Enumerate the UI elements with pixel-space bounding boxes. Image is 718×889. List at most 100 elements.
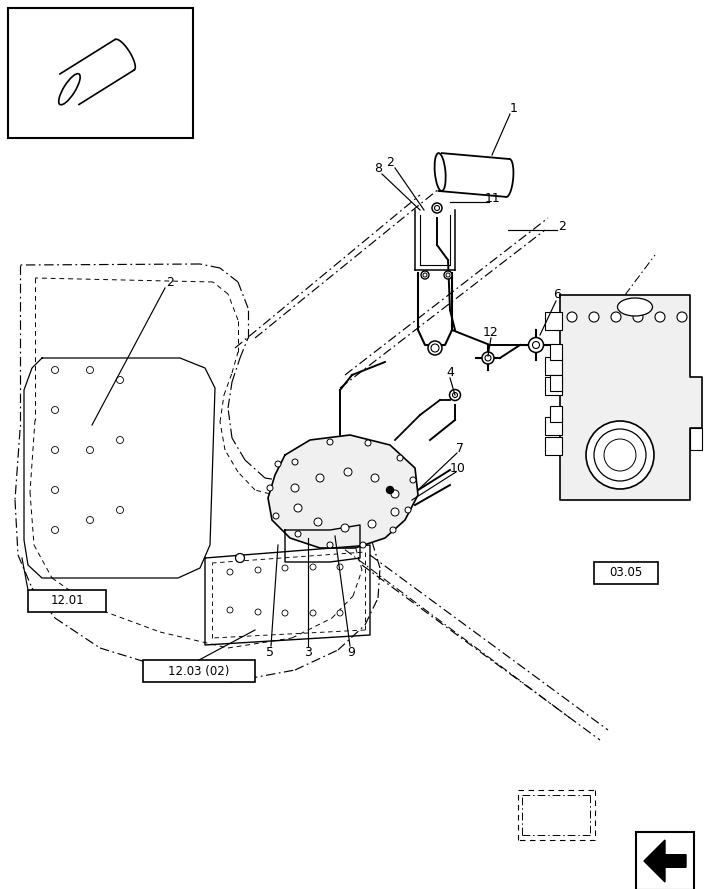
Bar: [550, 406, 562, 422]
Ellipse shape: [533, 341, 539, 348]
Ellipse shape: [360, 542, 366, 548]
Ellipse shape: [341, 524, 349, 532]
Ellipse shape: [267, 485, 273, 491]
Ellipse shape: [439, 167, 442, 177]
Text: 6: 6: [553, 289, 561, 301]
Ellipse shape: [391, 490, 399, 498]
Bar: [545, 357, 562, 375]
Bar: [594, 562, 658, 584]
Ellipse shape: [236, 554, 245, 563]
Bar: [28, 590, 106, 612]
Ellipse shape: [431, 344, 439, 352]
Text: 7: 7: [456, 442, 464, 454]
Ellipse shape: [421, 271, 429, 279]
Polygon shape: [268, 435, 418, 548]
Ellipse shape: [391, 508, 399, 516]
Ellipse shape: [327, 439, 333, 445]
Bar: [8, 8, 193, 138]
Ellipse shape: [528, 338, 544, 353]
Text: 12.01: 12.01: [50, 595, 84, 607]
Ellipse shape: [52, 366, 58, 373]
Text: 3: 3: [304, 645, 312, 659]
Bar: [545, 437, 562, 455]
Ellipse shape: [337, 564, 343, 570]
Ellipse shape: [282, 565, 288, 571]
Ellipse shape: [371, 474, 379, 482]
Ellipse shape: [485, 355, 491, 361]
Text: 1: 1: [510, 102, 518, 116]
Ellipse shape: [52, 526, 58, 533]
Ellipse shape: [52, 486, 58, 493]
Text: 11: 11: [485, 191, 501, 204]
Ellipse shape: [444, 271, 452, 279]
Bar: [545, 417, 562, 435]
Bar: [143, 660, 255, 682]
Ellipse shape: [432, 203, 442, 213]
Text: 8: 8: [374, 163, 382, 175]
Ellipse shape: [116, 377, 123, 383]
Ellipse shape: [449, 389, 460, 401]
Bar: [636, 832, 694, 889]
Ellipse shape: [677, 312, 687, 322]
Ellipse shape: [116, 507, 123, 514]
Ellipse shape: [434, 205, 439, 211]
Ellipse shape: [310, 610, 316, 616]
Bar: [690, 428, 702, 450]
Ellipse shape: [116, 436, 123, 444]
Ellipse shape: [368, 520, 376, 528]
Ellipse shape: [255, 567, 261, 573]
Text: 12.03 (02): 12.03 (02): [168, 664, 230, 677]
Ellipse shape: [655, 312, 665, 322]
Ellipse shape: [86, 366, 93, 373]
Text: 12: 12: [483, 325, 499, 339]
Polygon shape: [644, 840, 686, 882]
Ellipse shape: [282, 610, 288, 616]
Text: 10: 10: [450, 461, 466, 475]
Text: 9: 9: [347, 645, 355, 659]
Ellipse shape: [52, 406, 58, 413]
Ellipse shape: [255, 609, 261, 615]
Ellipse shape: [327, 542, 333, 548]
Ellipse shape: [314, 518, 322, 526]
Ellipse shape: [589, 312, 599, 322]
Ellipse shape: [227, 607, 233, 613]
Ellipse shape: [316, 474, 324, 482]
Ellipse shape: [273, 513, 279, 519]
Ellipse shape: [63, 80, 75, 99]
Ellipse shape: [275, 461, 281, 467]
Bar: [545, 312, 562, 330]
Ellipse shape: [410, 477, 416, 483]
Ellipse shape: [390, 527, 396, 533]
Ellipse shape: [365, 440, 371, 446]
Text: 5: 5: [266, 645, 274, 659]
Ellipse shape: [86, 517, 93, 524]
Text: 4: 4: [446, 365, 454, 379]
Ellipse shape: [423, 273, 427, 277]
Ellipse shape: [59, 74, 80, 105]
Ellipse shape: [437, 161, 443, 183]
Ellipse shape: [434, 153, 446, 191]
Ellipse shape: [291, 484, 299, 492]
Ellipse shape: [604, 439, 636, 471]
Polygon shape: [560, 295, 702, 500]
Text: 03.05: 03.05: [610, 566, 643, 580]
Ellipse shape: [67, 84, 73, 93]
Ellipse shape: [386, 486, 393, 493]
Ellipse shape: [452, 393, 457, 397]
Ellipse shape: [405, 507, 411, 513]
Ellipse shape: [294, 504, 302, 512]
Ellipse shape: [633, 312, 643, 322]
Text: 2: 2: [166, 276, 174, 290]
Ellipse shape: [586, 421, 654, 489]
Ellipse shape: [617, 298, 653, 316]
Ellipse shape: [86, 446, 93, 453]
Ellipse shape: [310, 564, 316, 570]
Bar: [550, 344, 562, 360]
Bar: [545, 377, 562, 395]
Ellipse shape: [611, 312, 621, 322]
Ellipse shape: [344, 468, 352, 476]
Text: 2: 2: [386, 156, 394, 170]
Ellipse shape: [428, 341, 442, 355]
Ellipse shape: [482, 352, 494, 364]
Bar: [550, 375, 562, 391]
